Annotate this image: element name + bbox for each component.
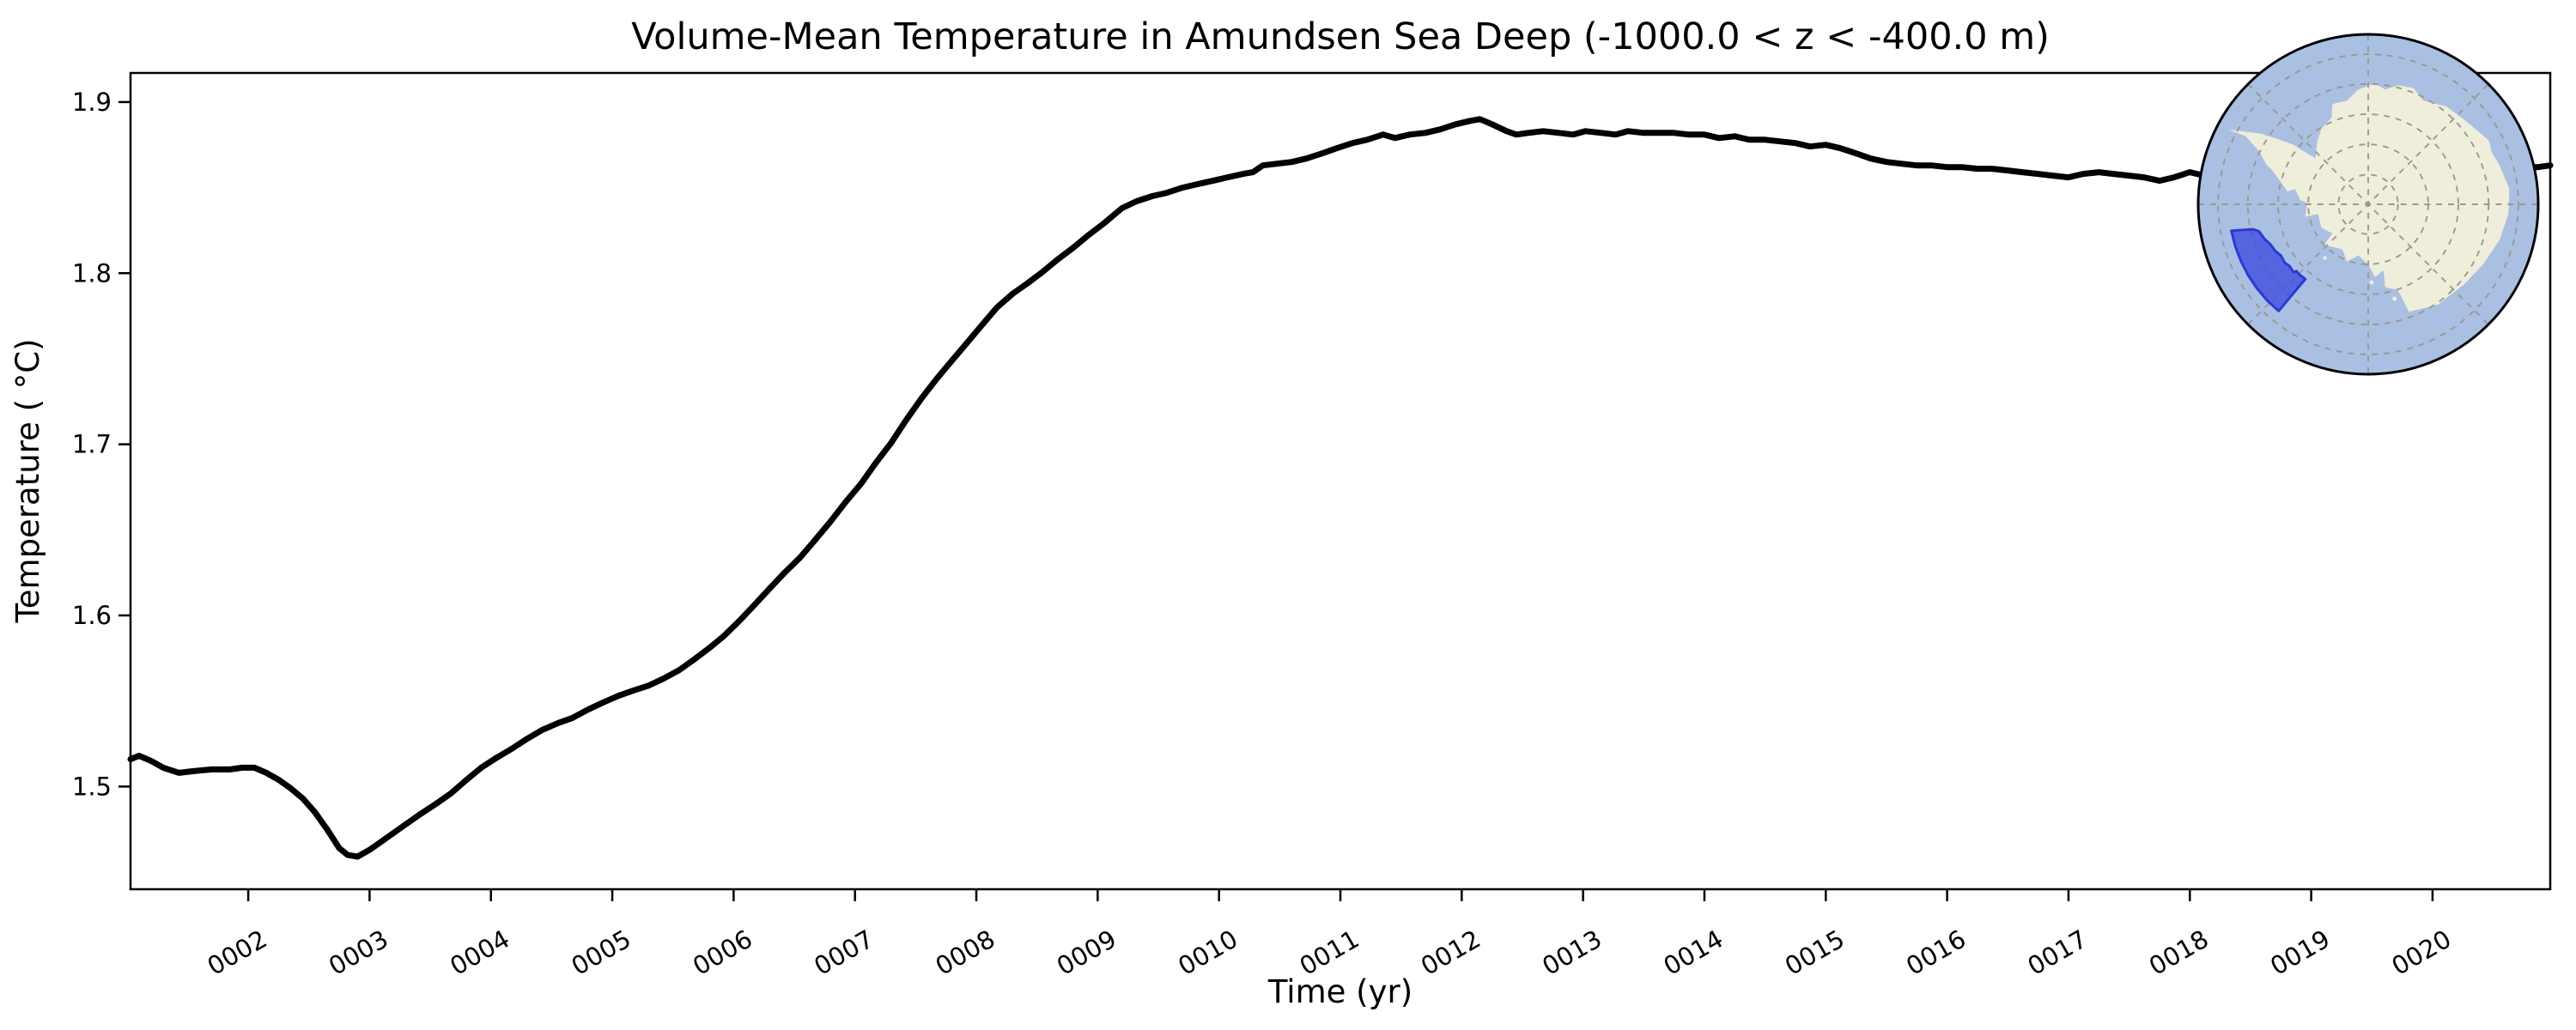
x-tick-label: 0013 — [1537, 924, 1607, 981]
x-tick-label: 0005 — [567, 924, 636, 981]
x-tick-label: 0015 — [1780, 924, 1850, 981]
x-axis-ticks: 0002 0003 0004 0005 0006 0007 0008 0009 0010 0011… — [203, 889, 2456, 981]
x-tick-label: 0014 — [1659, 924, 1728, 981]
x-tick-label: 0002 — [203, 924, 272, 981]
antarctica-landmass — [2228, 83, 2510, 312]
y-tick-label: 1.5 — [72, 772, 112, 801]
x-tick-label: 0017 — [2023, 924, 2093, 981]
x-tick-label: 0010 — [1173, 924, 1242, 981]
x-tick-label: 0007 — [809, 924, 878, 981]
inset-graticule — [2198, 34, 2538, 374]
x-tick-label: 0006 — [688, 924, 757, 981]
y-tick-label: 1.7 — [72, 430, 112, 459]
y-tick-label: 1.8 — [72, 258, 112, 288]
x-tick-label: 0009 — [1052, 924, 1121, 981]
amundsen-sea-region — [2230, 227, 2307, 312]
x-tick-label: 0004 — [445, 924, 514, 981]
chart-title: Volume-Mean Temperature in Amundsen Sea … — [631, 15, 2050, 58]
plot-area — [129, 71, 2552, 891]
x-axis-label: Time (yr) — [1267, 973, 1413, 1010]
y-tick-label: 1.9 — [72, 88, 112, 117]
x-tick-label: 0018 — [2144, 924, 2214, 981]
inset-map — [2196, 33, 2540, 376]
x-tick-label: 0020 — [2386, 924, 2456, 981]
x-tick-label: 0003 — [324, 924, 393, 981]
x-tick-label: 0019 — [2265, 924, 2335, 981]
y-axis-label: Temperature ( °C) — [9, 338, 46, 623]
y-tick-label: 1.6 — [72, 601, 112, 630]
x-tick-label: 0008 — [931, 924, 1000, 981]
inset-outline — [2196, 33, 2540, 376]
x-tick-label: 0012 — [1416, 924, 1485, 981]
temperature-line — [127, 116, 2554, 860]
x-tick-label: 0016 — [1901, 924, 1971, 981]
y-axis-ticks: 1.5 1.6 1.7 1.8 1.9 — [72, 88, 131, 801]
